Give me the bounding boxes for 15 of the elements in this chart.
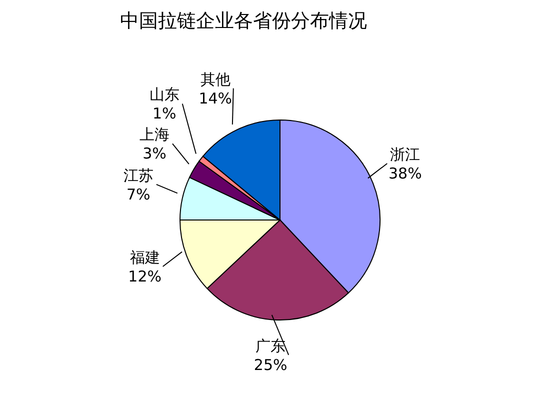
data-label: 38% xyxy=(388,164,422,182)
slice-label: 其他 xyxy=(200,70,230,88)
data-label: 3% xyxy=(142,144,166,163)
slice-label: 江苏 xyxy=(123,166,154,184)
data-label: 12% xyxy=(128,268,162,286)
slice-label: 山东 xyxy=(149,86,180,104)
slice-label: 浙江 xyxy=(390,145,420,164)
data-label: 25% xyxy=(254,356,288,374)
data-label: 7% xyxy=(126,185,150,204)
data-label: 1% xyxy=(152,104,176,123)
slice-label: 上海 xyxy=(139,126,170,144)
chart-title: 中国拉链企业各省份分布情况 xyxy=(120,9,367,34)
slice-label: 广东 xyxy=(256,336,286,355)
slice-label: 福建 xyxy=(130,248,160,267)
data-label: 14% xyxy=(198,89,232,108)
